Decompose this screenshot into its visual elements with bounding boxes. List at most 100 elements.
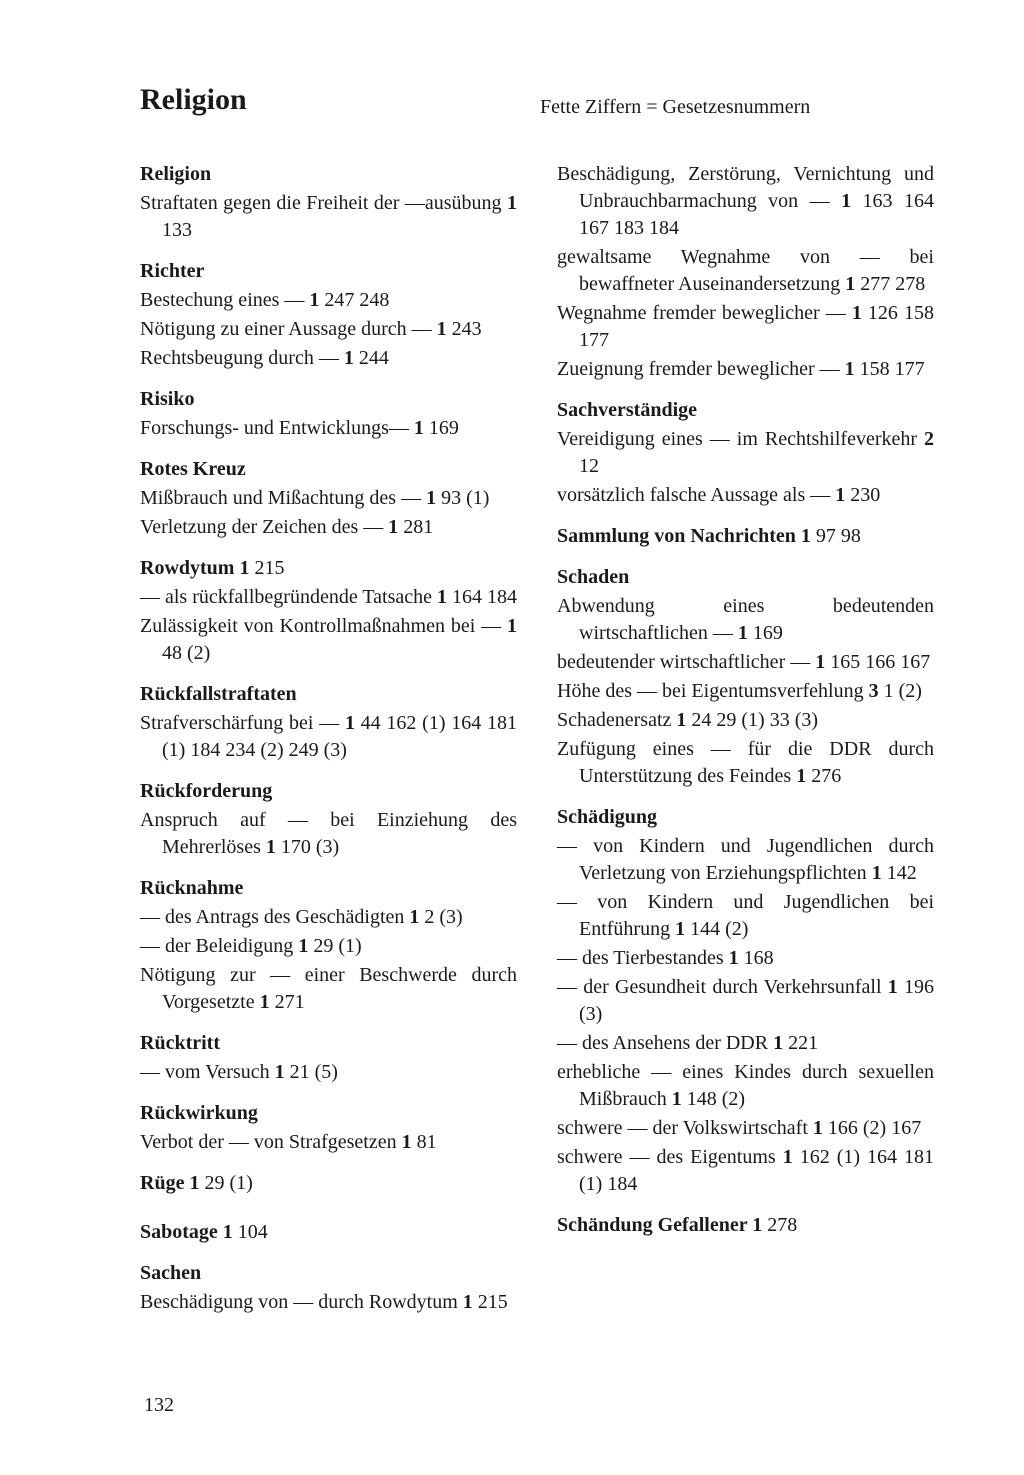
index-entry: Rotes KreuzMißbrauch und Mißachtung des … (140, 456, 517, 541)
law-number: 1 (841, 190, 851, 212)
entry-line: schwere — der Volkswirtschaft 1 166 (2) … (557, 1115, 934, 1142)
entry-line: erhebliche — eines Kindes durch sexuelle… (557, 1059, 934, 1113)
index-entry: RisikoForschungs- und Entwicklungs— 1 16… (140, 386, 517, 442)
entry-line: Beschädigung, Zerstörung, Vernichtung un… (557, 161, 934, 242)
entry-headword: Rücktritt (140, 1030, 517, 1057)
index-entry: Rowdytum 1 215— als rückfallbegründende … (140, 555, 517, 667)
entry-line: Zulässigkeit von Kontrollmaßnahmen bei —… (140, 613, 517, 667)
entry-line: Schadenersatz 1 24 29 (1) 33 (3) (557, 707, 934, 734)
entry-line: Anspruch auf — bei Einziehung des Mehrer… (140, 807, 517, 861)
entry-headword-inline: Sabotage 1 104 (140, 1219, 517, 1246)
law-number: 1 (507, 615, 517, 637)
entry-headword: Risiko (140, 386, 517, 413)
header-note: Fette Ziffern = Gesetzesnummern (540, 94, 810, 121)
entry-line: Mißbrauch und Mißachtung des — 1 93 (1) (140, 485, 517, 512)
law-number: 1 (507, 192, 517, 214)
entry-line: — von Kindern und Jugendlichen durch Ver… (557, 833, 934, 887)
entry-line: — der Beleidigung 1 29 (1) (140, 933, 517, 960)
law-number: 1 (813, 1117, 823, 1139)
entry-headword: Sachen (140, 1260, 517, 1287)
entry-line: Strafverschärfung bei — 1 44 162 (1) 164… (140, 710, 517, 764)
law-number: 1 (463, 1291, 473, 1313)
entry-headword-inline: Sammlung von Nachrichten 1 97 98 (557, 523, 934, 550)
index-entry: SachverständigeVereidigung eines — im Re… (557, 397, 934, 509)
index-entry: SchadenAbwendung eines bedeutenden wirts… (557, 564, 934, 790)
law-number: 1 (729, 947, 739, 969)
entry-headword-inline: Schändung Gefallener 1 278 (557, 1212, 934, 1239)
law-number: 1 (414, 417, 424, 439)
law-number: 1 (260, 991, 270, 1013)
law-number: 1 (872, 862, 882, 884)
entry-line: Rechtsbeugung durch — 1 244 (140, 345, 517, 372)
law-number: 1 (835, 484, 845, 506)
entry-headword: Rückforderung (140, 778, 517, 805)
entry-headword: Schaden (557, 564, 934, 591)
law-number: 1 (437, 586, 447, 608)
entry-line: Vereidigung eines — im Rechtshilfeverkeh… (557, 426, 934, 480)
index-entry: Rücktritt— vom Versuch 1 21 (5) (140, 1030, 517, 1086)
entry-headword-inline: Rowdytum 1 215 (140, 555, 517, 582)
law-number: 1 (845, 358, 855, 380)
entry-line: Forschungs- und Entwicklungs— 1 169 (140, 415, 517, 442)
right-column: Beschädigung, Zerstörung, Vernichtung un… (557, 161, 934, 1330)
entry-line: Beschädigung von — durch Rowdytum 1 215 (140, 1289, 517, 1316)
entry-line: — des Ansehens der DDR 1 221 (557, 1030, 934, 1057)
law-number: 2 (924, 428, 934, 450)
law-number: 1 (675, 918, 685, 940)
entry-headword: Rückfallstraftaten (140, 681, 517, 708)
index-entry: Schändung Gefallener 1 278 (557, 1212, 934, 1239)
law-number: 1 (773, 1032, 783, 1054)
entry-line: Bestechung eines — 1 247 248 (140, 287, 517, 314)
law-number: 1 (888, 976, 898, 998)
entry-headword: Schädigung (557, 804, 934, 831)
law-number: 1 (437, 318, 447, 340)
entry-headword: Sachverständige (557, 397, 934, 424)
law-number: 1 (796, 765, 806, 787)
entry-line: Verletzung der Zeichen des — 1 281 (140, 514, 517, 541)
law-number: 1 (309, 289, 319, 311)
index-entry: Beschädigung, Zerstörung, Vernichtung un… (557, 161, 934, 383)
entry-line: — von Kindern und Jugendlichen bei Entfü… (557, 889, 934, 943)
index-entry: ReligionStraftaten gegen die Freiheit de… (140, 161, 517, 244)
entry-line: Höhe des — bei Eigentumsverfehlung 3 1 (… (557, 678, 934, 705)
entry-headword: Richter (140, 258, 517, 285)
index-columns: ReligionStraftaten gegen die Freiheit de… (140, 161, 934, 1330)
law-number: 1 (275, 1061, 285, 1083)
law-number: 1 (409, 906, 419, 928)
entry-line: gewaltsame Wegnahme von — bei bewaffnete… (557, 244, 934, 298)
law-number: 1 (852, 302, 862, 324)
law-number: 1 (345, 712, 355, 734)
entry-line: bedeutender wirtschaftlicher — 1 165 166… (557, 649, 934, 676)
entry-line: schwere — des Eigentums 1 162 (1) 164 18… (557, 1144, 934, 1198)
law-number: 1 (783, 1146, 793, 1168)
left-column: ReligionStraftaten gegen die Freiheit de… (140, 161, 517, 1330)
entry-line: — als rückfallbegründende Tatsache 1 164… (140, 584, 517, 611)
index-entry: RückwirkungVerbot der — von Strafgesetze… (140, 1100, 517, 1156)
law-number: 1 (738, 622, 748, 644)
entry-line: — der Gesundheit durch Verkehrsunfall 1 … (557, 974, 934, 1028)
index-entry: SachenBeschädigung von — durch Rowdytum … (140, 1260, 517, 1316)
law-number: 1 (426, 487, 436, 509)
entry-line: Straftaten gegen die Freiheit der —ausüb… (140, 190, 517, 244)
entry-headword: Religion (140, 161, 517, 188)
index-entry: Rüge 1 29 (1) (140, 1170, 517, 1197)
page-title: Religion (140, 80, 934, 121)
entry-line: — vom Versuch 1 21 (5) (140, 1059, 517, 1086)
law-number: 1 (298, 935, 308, 957)
entry-line: Abwendung eines bedeutenden wirtschaftli… (557, 593, 934, 647)
index-entry: RichterBestechung eines — 1 247 248Nötig… (140, 258, 517, 372)
law-number: 1 (676, 709, 686, 731)
law-number: 3 (869, 680, 879, 702)
entry-line: Nötigung zur — einer Beschwerde durch Vo… (140, 962, 517, 1016)
entry-headword: Rückwirkung (140, 1100, 517, 1127)
page-number: 132 (144, 1392, 174, 1419)
index-entry: RückforderungAnspruch auf — bei Einziehu… (140, 778, 517, 861)
law-number: 1 (672, 1088, 682, 1110)
entry-line: Zueignung fremder beweglicher — 1 158 17… (557, 356, 934, 383)
law-number: 1 (845, 273, 855, 295)
entry-line: — des Antrags des Geschädigten 1 2 (3) (140, 904, 517, 931)
index-entry: Sammlung von Nachrichten 1 97 98 (557, 523, 934, 550)
law-number: 1 (344, 347, 354, 369)
law-number: 1 (388, 516, 398, 538)
index-entry: Sabotage 1 104 (140, 1219, 517, 1246)
